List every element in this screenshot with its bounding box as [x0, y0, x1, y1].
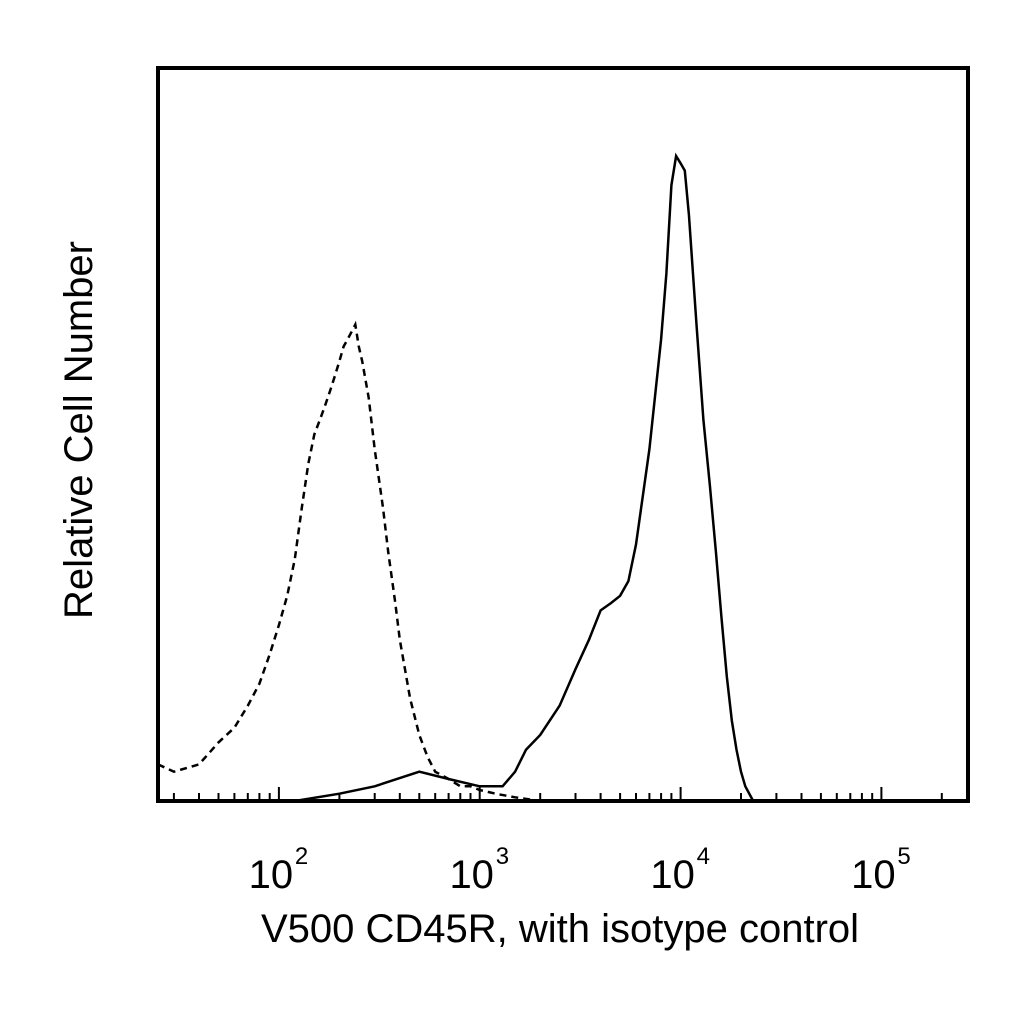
series-layer — [157, 152, 755, 803]
cd45r-series-line — [294, 152, 755, 803]
x-tick-label: 10 — [249, 853, 294, 897]
plot-frame — [156, 66, 970, 803]
x-tick-exponent: 4 — [697, 843, 710, 870]
x-axis-ticks — [172, 787, 943, 801]
x-tick-exponent: 2 — [295, 843, 308, 870]
y-axis-title: Relative Cell Number — [57, 241, 101, 619]
x-tick-label: 10 — [650, 853, 695, 897]
isotype-control-series-line — [157, 320, 541, 803]
x-axis-title: V500 CD45R, with isotype control — [261, 907, 859, 951]
x-tick-label: 10 — [851, 853, 896, 897]
x-tick-label: 10 — [449, 853, 494, 897]
x-axis-tick-labels: 10 2 10 3 10 4 10 5 — [249, 843, 911, 897]
x-tick-exponent: 3 — [496, 843, 509, 870]
x-tick-exponent: 5 — [897, 843, 910, 870]
